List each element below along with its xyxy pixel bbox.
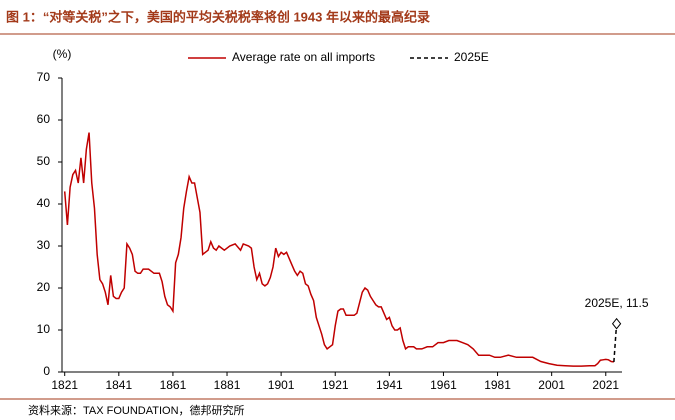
y-tick-label: 50	[37, 154, 51, 168]
x-tick-label: 1941	[376, 378, 403, 392]
point-marker	[611, 317, 622, 330]
legend-label: 2025E	[454, 50, 489, 64]
source-note: 资料来源：TAX FOUNDATION，德邦研究所	[28, 403, 245, 417]
line-series	[613, 323, 618, 362]
y-tick-label: 60	[37, 112, 51, 126]
y-tick-label: 40	[37, 196, 51, 210]
legend-label: Average rate on all imports	[232, 50, 375, 64]
x-tick-label: 1841	[105, 378, 132, 392]
y-tick-label: 20	[37, 280, 51, 294]
x-tick-label: 1881	[214, 378, 241, 392]
x-tick-label: 1961	[430, 378, 457, 392]
x-tick-label: 2021	[592, 378, 619, 392]
x-tick-label: 1981	[484, 378, 511, 392]
x-tick-label: 1821	[51, 378, 78, 392]
y-tick-label: 0	[43, 364, 50, 378]
y-tick-label: 70	[37, 70, 51, 84]
x-tick-label: 2001	[538, 378, 565, 392]
chart-title: 图 1：“对等关税”之下，美国的平均关税税率将创 1943 年以来的最高纪录	[6, 9, 430, 24]
y-axis-label: (%)	[53, 47, 72, 61]
y-tick-label: 10	[37, 322, 51, 336]
line-series	[63, 132, 614, 367]
x-tick-label: 1921	[322, 378, 349, 392]
data-label: 2025E, 11.5	[585, 296, 649, 310]
y-tick-label: 30	[37, 238, 51, 252]
x-tick-label: 1901	[268, 378, 295, 392]
x-tick-label: 1861	[160, 378, 187, 392]
